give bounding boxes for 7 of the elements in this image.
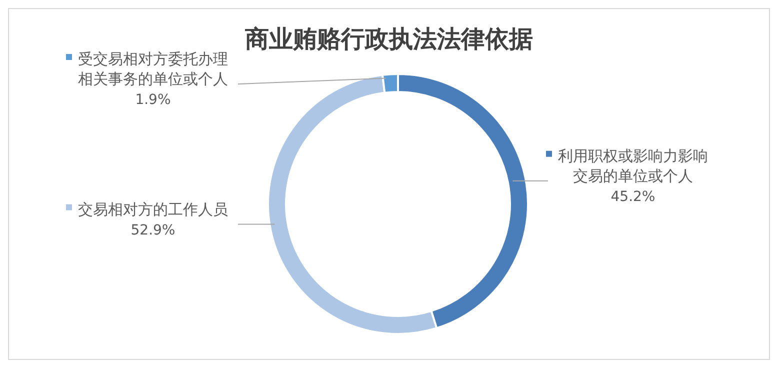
legend-label: 受交易相对方委托办理相关事务的单位或个人: [78, 50, 228, 88]
legend-label: 交易相对方的工作人员: [78, 200, 228, 218]
data-label: 45.2%: [610, 188, 656, 205]
data-label: 1.9%: [135, 92, 171, 108]
data-label: 52.9%: [130, 222, 176, 238]
legend-label: 利用职权或影响力影响交易的单位或个人: [558, 146, 708, 185]
chart-title: 商业贿赂行政执法法律依据: [245, 25, 533, 53]
